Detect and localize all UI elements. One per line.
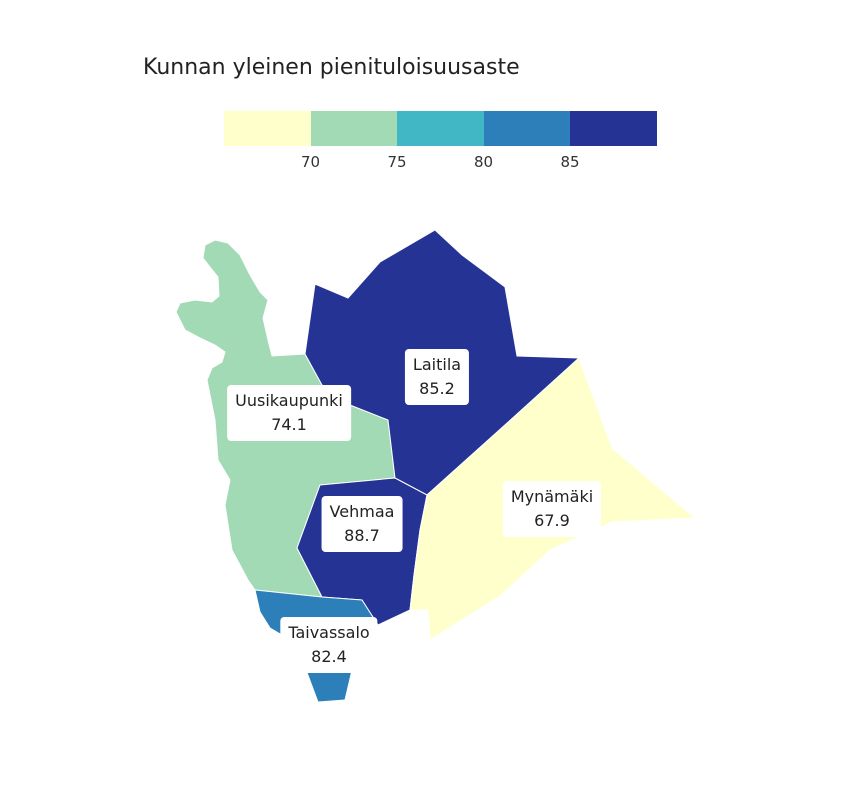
legend-swatch-2 — [310, 111, 397, 146]
map-title: Kunnan yleinen pienituloisuusaste — [143, 55, 520, 80]
label-mynamaki: Mynämäki 67.9 — [502, 481, 602, 537]
label-value: 74.1 — [271, 415, 307, 434]
legend-swatch-5 — [570, 111, 657, 146]
label-name: Taivassalo — [288, 623, 370, 642]
label-taivassalo: Taivassalo 82.4 — [280, 617, 378, 673]
color-legend — [224, 111, 657, 146]
label-name: Laitila — [412, 355, 462, 374]
label-value: 85.2 — [419, 379, 455, 398]
legend-swatch-4 — [483, 111, 570, 146]
legend-tick-80: 80 — [473, 153, 494, 171]
label-name: Uusikaupunki — [235, 391, 343, 410]
label-name: Vehmaa — [329, 502, 395, 521]
legend-swatch-1 — [224, 111, 311, 146]
label-value: 67.9 — [534, 511, 570, 530]
legend-tick-70: 70 — [300, 153, 321, 171]
label-name: Mynämäki — [510, 487, 594, 506]
label-laitila: Laitila 85.2 — [404, 349, 470, 405]
label-value: 82.4 — [311, 647, 347, 666]
legend-ticks: 70 75 80 85 — [224, 153, 656, 175]
legend-swatch-3 — [397, 111, 484, 146]
label-uusikaupunki: Uusikaupunki 74.1 — [227, 385, 351, 441]
legend-tick-75: 75 — [387, 153, 407, 171]
label-vehmaa: Vehmaa 88.7 — [321, 496, 403, 552]
legend-tick-85: 85 — [560, 153, 580, 171]
label-value: 88.7 — [344, 526, 380, 545]
